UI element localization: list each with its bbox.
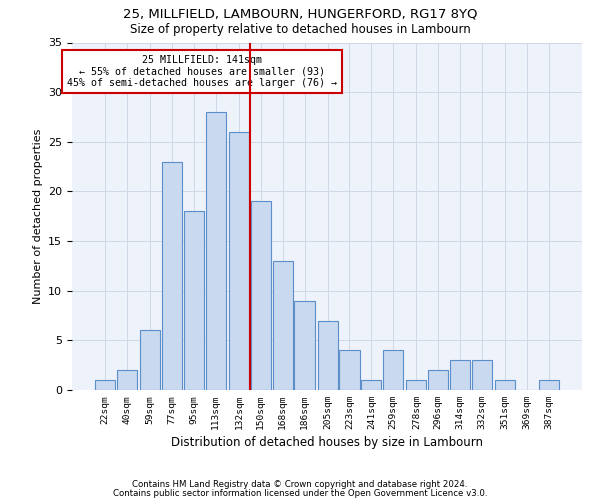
Bar (184, 212, 204, 390)
Bar (495, 380, 515, 390)
Bar (229, 132, 249, 390)
Text: Contains HM Land Registry data © Crown copyright and database right 2024.: Contains HM Land Registry data © Crown c… (132, 480, 468, 489)
Bar (383, 350, 403, 390)
Text: Contains public sector information licensed under the Open Government Licence v3: Contains public sector information licen… (113, 490, 487, 498)
Bar (95, 380, 115, 390)
Bar (539, 380, 559, 390)
Text: 25 MILLFIELD: 141sqm
← 55% of detached houses are smaller (93)
45% of semi-detac: 25 MILLFIELD: 141sqm ← 55% of detached h… (67, 54, 337, 88)
Bar (251, 202, 271, 390)
Bar (295, 300, 314, 390)
Text: Size of property relative to detached houses in Lambourn: Size of property relative to detached ho… (130, 22, 470, 36)
Bar (472, 360, 492, 390)
Bar (361, 380, 382, 390)
Text: 25, MILLFIELD, LAMBOURN, HUNGERFORD, RG17 8YQ: 25, MILLFIELD, LAMBOURN, HUNGERFORD, RG1… (123, 8, 477, 20)
Bar (450, 360, 470, 390)
Bar (117, 370, 137, 390)
Bar (272, 261, 293, 390)
X-axis label: Distribution of detached houses by size in Lambourn: Distribution of detached houses by size … (171, 436, 483, 450)
Bar (340, 350, 359, 390)
Bar (162, 162, 182, 390)
Bar (140, 330, 160, 390)
Y-axis label: Number of detached properties: Number of detached properties (32, 128, 43, 304)
Bar (206, 112, 226, 390)
Bar (317, 320, 338, 390)
Bar (406, 380, 427, 390)
Bar (428, 370, 448, 390)
